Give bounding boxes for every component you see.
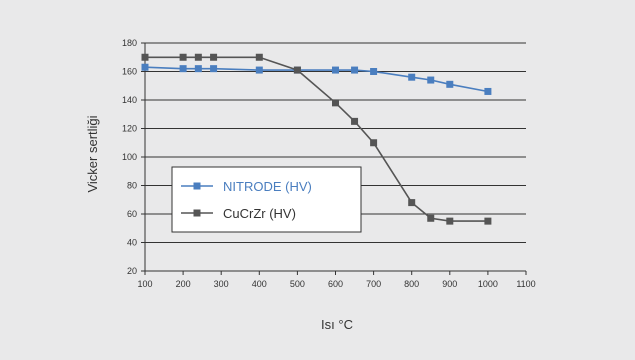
y-tick-label: 160: [122, 67, 137, 77]
x-tick-label: 200: [176, 279, 191, 289]
data-point-cucrzr-hv: [351, 117, 359, 125]
data-point-nitrode-hv: [484, 87, 492, 95]
data-point-cucrzr-hv: [332, 99, 339, 107]
data-point-nitrode-hv: [370, 68, 378, 75]
data-point-nitrode-hv: [427, 76, 435, 84]
data-point-cucrzr-hv: [293, 66, 301, 74]
data-point-cucrzr-hv: [370, 139, 378, 147]
data-point-cucrzr-hv: [446, 217, 454, 225]
x-tick-label: 500: [290, 279, 305, 289]
data-point-nitrode-hv: [194, 65, 202, 73]
y-tick-label: 180: [122, 38, 137, 48]
data-point-nitrode-hv: [210, 65, 218, 73]
x-tick-label: 300: [214, 279, 229, 289]
data-point-cucrzr-hv: [141, 53, 149, 61]
data-point-cucrzr-hv: [255, 53, 263, 61]
y-tick-label: 40: [127, 238, 137, 248]
y-axis-label: Vicker sertliği: [85, 115, 100, 192]
y-tick-label: 80: [127, 181, 137, 191]
data-point-nitrode-hv: [332, 66, 339, 74]
y-tick-label: 60: [127, 209, 137, 219]
legend-marker-nitrode-hv: [193, 182, 201, 190]
y-tick-label: 120: [122, 124, 137, 134]
legend-label-cucrzr-hv: CuCrZr (HV): [223, 206, 296, 221]
data-point-cucrzr-hv: [408, 199, 416, 207]
data-point-cucrzr-hv: [194, 53, 202, 61]
data-point-cucrzr-hv: [210, 53, 218, 61]
y-tick-label: 140: [122, 95, 137, 105]
data-point-cucrzr-hv: [427, 214, 435, 222]
series-lines: [141, 53, 492, 225]
axes: 20 40 60 80 100 120 140 160 180 100 200 300 400 500 60…: [122, 38, 536, 289]
x-tick-label: 400: [252, 279, 267, 289]
legend-label-nitrode-hv: NITRODE (HV): [223, 179, 312, 194]
x-tick-label: 800: [404, 279, 419, 289]
x-tick-label: 100: [137, 279, 152, 289]
y-tick-label: 100: [122, 152, 137, 162]
legend: NITRODE (HV) CuCrZr (HV): [171, 166, 362, 233]
legend-box: [171, 166, 362, 233]
data-point-nitrode-hv: [446, 80, 454, 88]
x-tick-label: 1000: [478, 279, 498, 289]
x-tick-label: 900: [442, 279, 457, 289]
data-point-nitrode-hv: [141, 63, 149, 71]
data-point-nitrode-hv: [255, 66, 263, 74]
x-tick-label: 600: [328, 279, 343, 289]
data-point-cucrzr-hv: [179, 53, 187, 61]
x-axis-label: Isı °C: [321, 317, 353, 332]
legend-marker-cucrzr-hv: [193, 209, 201, 217]
x-tick-label: 1100: [516, 279, 535, 289]
y-tick-label: 20: [127, 266, 137, 276]
data-point-nitrode-hv: [408, 73, 416, 81]
data-point-nitrode-hv: [351, 66, 359, 74]
x-tick-label: 700: [366, 279, 381, 289]
data-point-nitrode-hv: [179, 65, 187, 73]
data-point-cucrzr-hv: [484, 217, 492, 225]
